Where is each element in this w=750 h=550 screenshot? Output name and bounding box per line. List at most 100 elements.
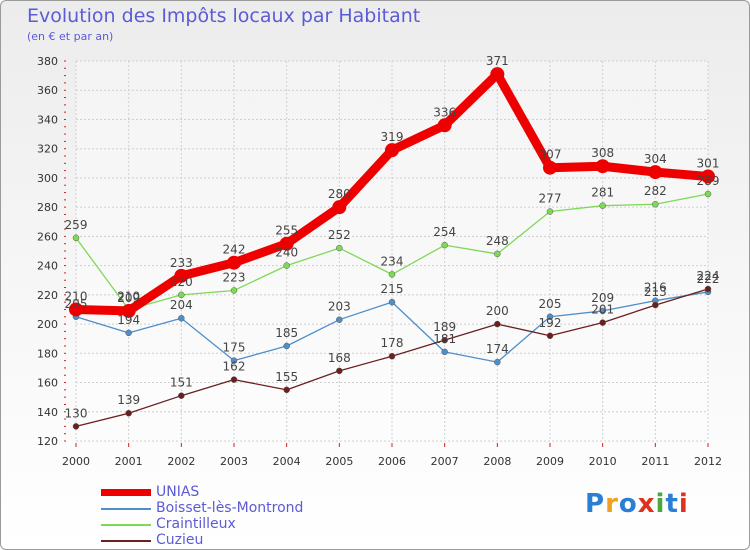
- data-point: [437, 118, 452, 133]
- data-label: 174: [486, 342, 509, 356]
- data-point: [599, 307, 606, 315]
- data-point: [546, 313, 554, 321]
- data-point: [652, 301, 659, 309]
- data-label: 213: [644, 285, 667, 299]
- data-label: 210: [65, 289, 88, 303]
- x-tick-label: 2008: [483, 455, 511, 468]
- legend-swatch: [101, 540, 151, 542]
- data-label: 200: [486, 304, 509, 318]
- logo-letter: i: [655, 489, 666, 519]
- data-label: 255: [275, 224, 298, 238]
- y-tick-label: 280: [37, 201, 58, 214]
- data-label: 240: [275, 246, 298, 260]
- x-tick-label: 2003: [220, 455, 248, 468]
- data-point: [490, 67, 505, 82]
- data-label: 289: [697, 174, 720, 188]
- data-point: [543, 160, 557, 175]
- data-label: 205: [65, 297, 88, 311]
- data-label: 203: [328, 300, 351, 314]
- data-label: 301: [697, 156, 720, 170]
- data-label: 168: [328, 351, 351, 365]
- data-point: [178, 291, 185, 299]
- y-tick-label: 320: [37, 143, 58, 156]
- data-point: [283, 262, 290, 269]
- data-label: 220: [170, 275, 193, 289]
- data-point: [494, 320, 501, 328]
- data-label: 280: [328, 187, 351, 201]
- data-label: 222: [697, 272, 720, 286]
- data-label: 185: [275, 326, 298, 340]
- data-point: [227, 255, 241, 270]
- data-point: [385, 143, 399, 158]
- data-label: 252: [328, 228, 351, 242]
- data-label: 242: [223, 243, 246, 257]
- legend-label: UNIAS: [156, 484, 200, 500]
- data-point: [441, 241, 448, 249]
- data-point: [121, 303, 136, 318]
- data-label: 282: [644, 184, 667, 198]
- data-point: [230, 287, 238, 294]
- legend-swatch: [101, 508, 151, 510]
- data-label: 192: [539, 316, 562, 330]
- logo-letter: x: [637, 489, 656, 519]
- logo-letter: o: [618, 489, 638, 519]
- data-point: [332, 200, 347, 215]
- data-label: 205: [539, 297, 562, 311]
- data-label: 234: [381, 254, 404, 268]
- data-point: [599, 319, 606, 326]
- data-point: [230, 357, 238, 364]
- data-point: [336, 316, 343, 323]
- y-tick-label: 220: [37, 289, 58, 302]
- data-point: [494, 358, 501, 366]
- data-label: 201: [591, 303, 614, 317]
- x-tick-label: 2000: [62, 455, 90, 468]
- y-tick-label: 140: [37, 406, 58, 419]
- data-point: [388, 298, 396, 306]
- data-label: 189: [433, 320, 456, 334]
- data-label: 155: [275, 370, 298, 384]
- x-tick-label: 2005: [325, 455, 353, 468]
- logo-letter: i: [678, 489, 689, 519]
- data-label: 308: [591, 146, 614, 160]
- chart-subtitle: (en € et par an): [27, 30, 114, 43]
- legend-label: Boisset-lès-Montrond: [156, 500, 304, 516]
- data-label: 178: [381, 336, 404, 350]
- data-point: [599, 202, 606, 209]
- data-point: [230, 376, 238, 383]
- x-tick-label: 2006: [378, 455, 406, 468]
- y-tick-label: 240: [37, 260, 58, 273]
- data-label: 248: [486, 234, 509, 248]
- y-tick-label: 260: [37, 230, 58, 243]
- data-label: 130: [65, 406, 88, 420]
- y-tick-label: 160: [37, 377, 58, 390]
- x-tick-label: 2002: [167, 455, 195, 468]
- data-label: 139: [117, 393, 140, 407]
- data-point: [178, 314, 185, 322]
- data-label: 336: [433, 105, 456, 119]
- data-label: 307: [539, 148, 562, 162]
- data-point: [648, 165, 663, 180]
- data-label: 259: [65, 218, 88, 232]
- data-point: [72, 423, 80, 430]
- chart-title: Evolution des Impôts locaux par Habitant: [27, 5, 421, 27]
- data-point: [279, 236, 294, 251]
- x-tick-label: 2001: [115, 455, 143, 468]
- data-point: [336, 367, 343, 375]
- data-point: [283, 342, 290, 350]
- proxiti-logo: Proxiti: [585, 489, 689, 519]
- data-point: [595, 159, 610, 174]
- data-label: 151: [170, 376, 193, 390]
- data-point: [174, 268, 189, 283]
- data-label: 215: [381, 282, 404, 296]
- y-tick-label: 120: [37, 435, 58, 448]
- data-label: 181: [433, 332, 456, 346]
- data-point: [178, 392, 185, 399]
- y-tick-label: 380: [37, 55, 58, 68]
- data-label: 162: [223, 360, 246, 374]
- data-point: [704, 190, 712, 198]
- legend-label: Craintilleux: [156, 516, 236, 532]
- data-point: [125, 329, 132, 337]
- x-tick-label: 2009: [536, 455, 564, 468]
